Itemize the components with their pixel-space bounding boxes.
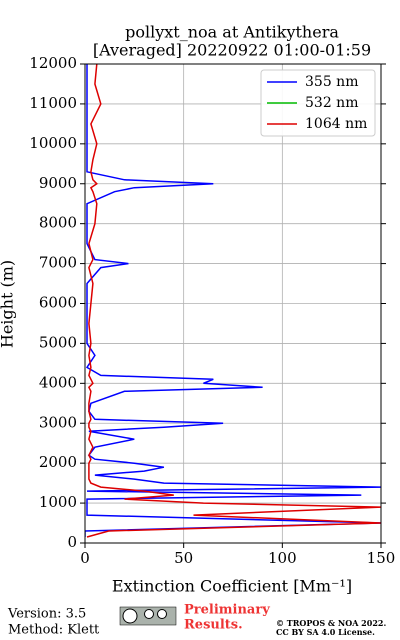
version: Version: 3.5 bbox=[7, 607, 86, 622]
y-tick-label: 8000 bbox=[39, 214, 77, 232]
x-tick-label: 150 bbox=[367, 549, 396, 567]
results: Results. bbox=[184, 618, 243, 633]
y-tick-label: 0 bbox=[67, 533, 77, 551]
y-tick-label: 12000 bbox=[29, 54, 77, 72]
plot-frame bbox=[84, 63, 382, 544]
preliminary: Preliminary bbox=[184, 603, 270, 618]
legend-label: 532 nm bbox=[305, 95, 358, 111]
y-tick-label: 9000 bbox=[39, 174, 77, 192]
license: CC BY SA 4.0 License. bbox=[276, 627, 375, 637]
chart-title: pollyxt_noa at Antikythera bbox=[125, 23, 339, 42]
y-tick-label: 10000 bbox=[29, 134, 77, 152]
copyright: © TROPOS & NOA 2022. bbox=[276, 618, 386, 628]
method: Method: Klett bbox=[8, 623, 100, 638]
chart-subtitle: [Averaged] 20220922 01:00-01:59 bbox=[93, 41, 371, 60]
y-tick-label: 5000 bbox=[39, 333, 77, 351]
y-tick-label: 11000 bbox=[29, 94, 77, 112]
x-tick-label: 50 bbox=[174, 549, 193, 567]
y-axis-label: Height (m) bbox=[0, 260, 17, 348]
series-line bbox=[86, 64, 381, 538]
legend-label: 355 nm bbox=[305, 74, 358, 90]
legend-box bbox=[260, 69, 376, 137]
y-tick-label: 3000 bbox=[39, 413, 77, 431]
y-tick-label: 2000 bbox=[39, 453, 77, 471]
legend: 355 nm 532 nm 1064 nm bbox=[260, 69, 376, 137]
x-tick-label: 100 bbox=[268, 549, 297, 567]
y-tick-label: 1000 bbox=[39, 493, 77, 511]
y-tick-label: 4000 bbox=[39, 373, 77, 391]
y-tick-label: 7000 bbox=[39, 254, 77, 272]
x-tick-label: 0 bbox=[80, 549, 90, 567]
x-axis-label: Extinction Coefficient [Mm⁻¹] bbox=[112, 577, 352, 596]
cc-logo bbox=[119, 606, 177, 626]
legend-label: 1064 nm bbox=[305, 116, 367, 132]
y-tick-label: 6000 bbox=[39, 294, 77, 312]
series-line bbox=[85, 64, 381, 537]
